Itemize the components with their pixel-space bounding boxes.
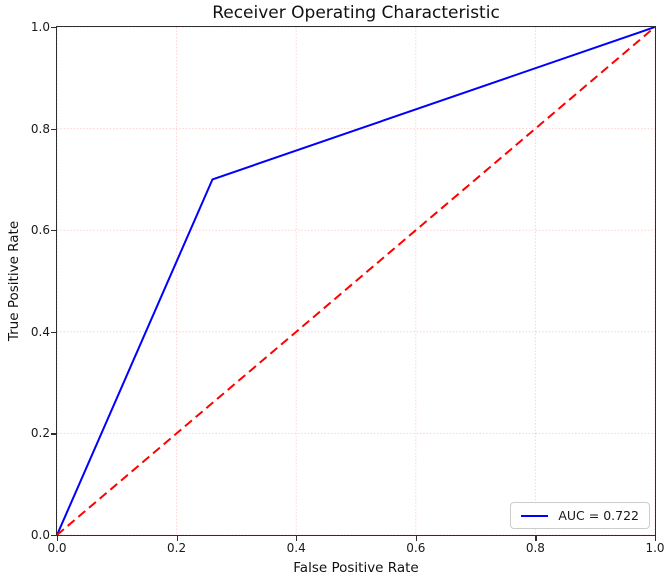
chance-diagonal-line <box>57 27 655 535</box>
x-tick-mark <box>415 536 418 541</box>
y-tick-label: 0.4 <box>30 324 50 339</box>
y-tick-label: 0.6 <box>30 223 50 238</box>
x-tick-label: 0.4 <box>286 541 306 555</box>
y-tick-label: 0.2 <box>30 426 50 441</box>
roc-curve-line <box>57 27 655 535</box>
x-axis-label: False Positive Rate <box>293 560 419 576</box>
y-tick-label: 1.0 <box>30 20 50 34</box>
x-tick-label: 0.0 <box>47 541 67 555</box>
legend-line-swatch <box>521 514 549 517</box>
x-tick-label: 0.6 <box>406 541 426 555</box>
y-tick-mark <box>51 128 56 130</box>
y-tick-mark <box>51 331 56 334</box>
legend: AUC = 0.722 <box>510 502 650 529</box>
x-tick-mark <box>535 536 537 541</box>
chart-title: Receiver Operating Characteristic <box>212 3 500 23</box>
y-tick-mark <box>51 27 56 29</box>
x-tick-mark <box>57 536 59 541</box>
x-tick-label: 0.8 <box>525 541 545 555</box>
y-tick-mark <box>51 230 56 232</box>
y-tick-mark <box>51 433 56 435</box>
x-tick-mark <box>176 536 178 541</box>
y-tick-mark <box>51 535 56 537</box>
x-tick-mark <box>655 536 657 541</box>
x-tick-label: 1.0 <box>645 541 665 555</box>
plot-area: AUC = 0.722 <box>56 26 656 536</box>
x-tick-label: 0.2 <box>167 541 187 555</box>
y-tick-label: 0.0 <box>30 528 50 542</box>
chart-canvas <box>57 27 655 535</box>
y-tick-label: 0.8 <box>30 121 50 136</box>
x-tick-mark <box>296 536 298 541</box>
legend-label: AUC = 0.722 <box>558 508 639 523</box>
